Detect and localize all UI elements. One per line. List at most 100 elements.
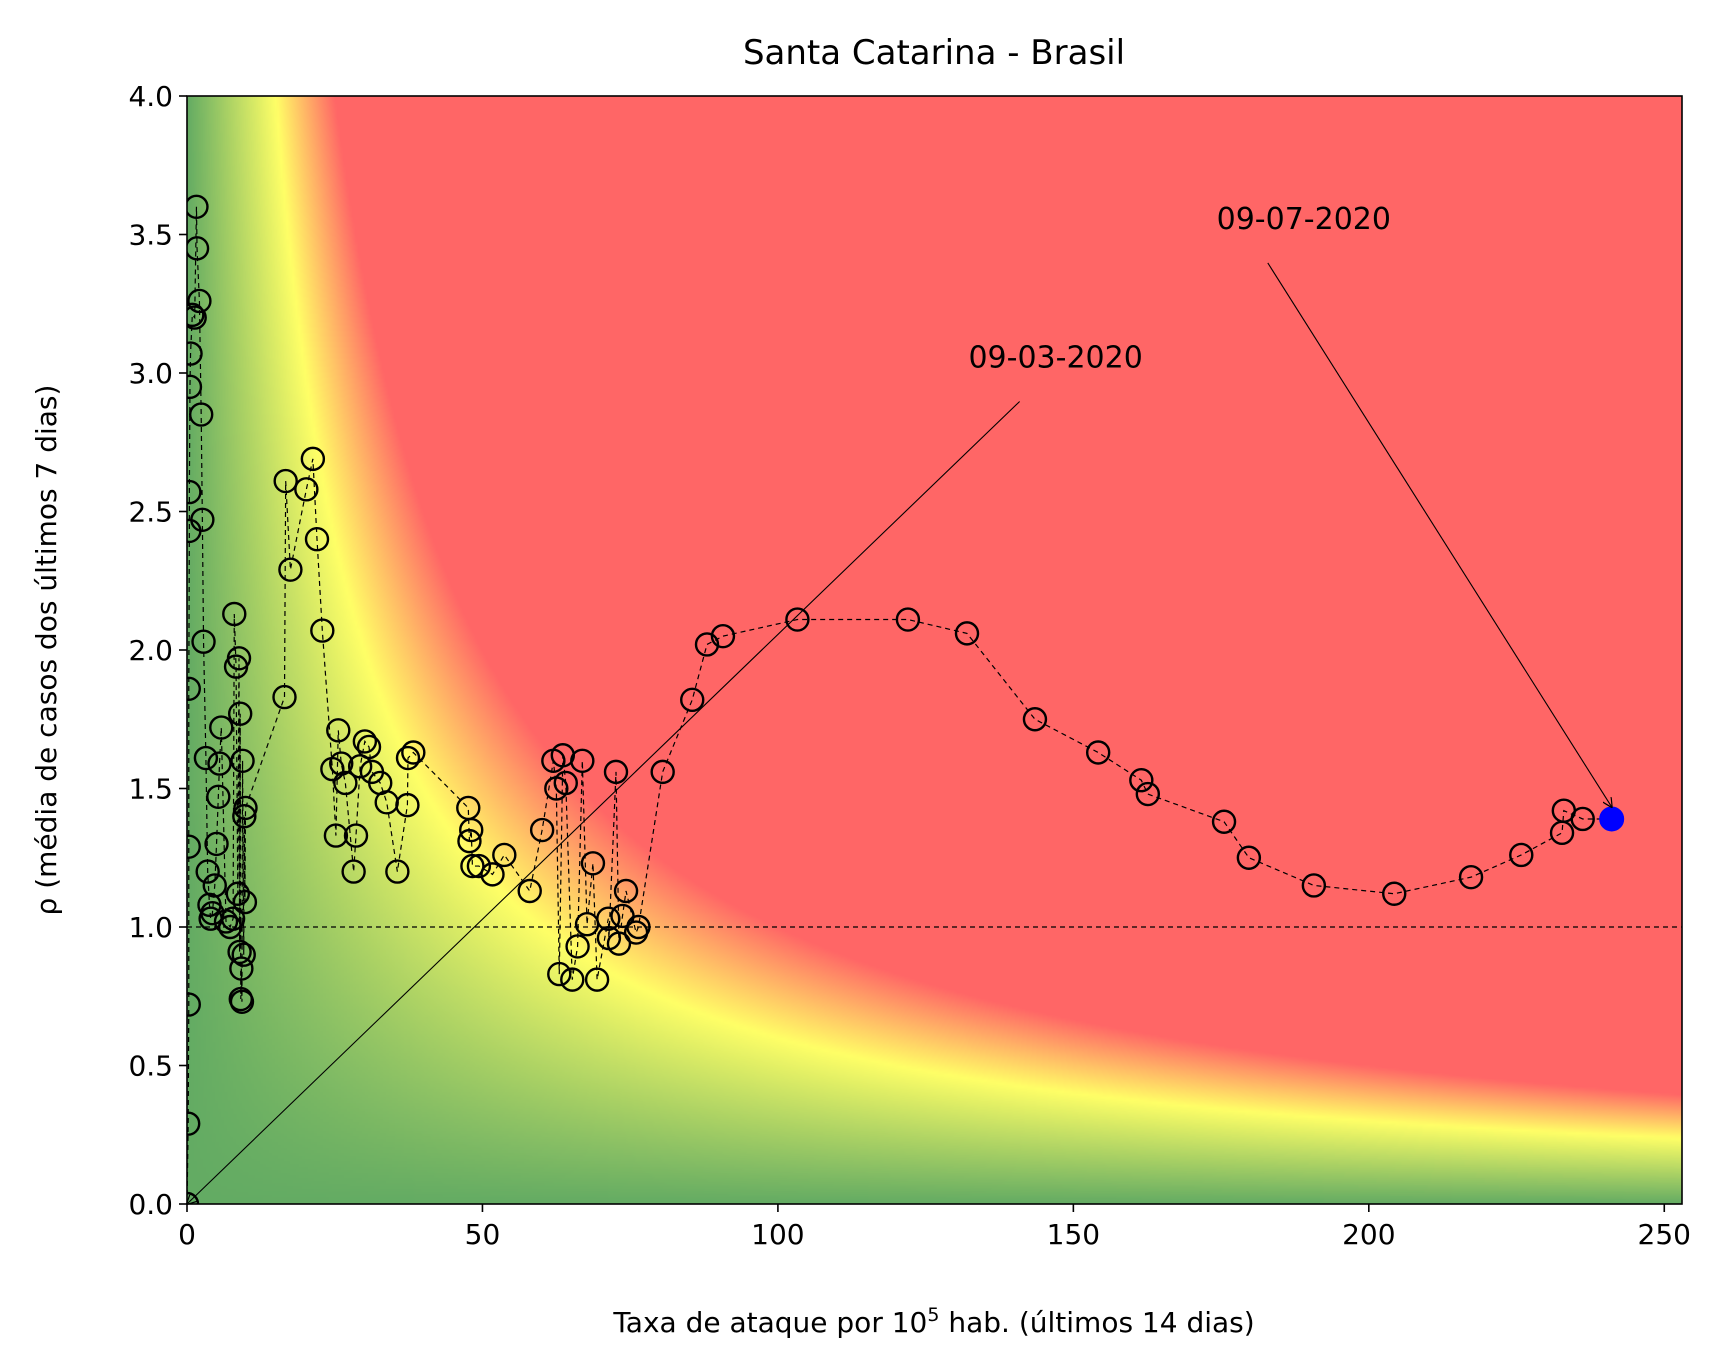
- annotation-arrow-2: [1267, 262, 1612, 807]
- data-point: [187, 341, 203, 366]
- data-point: [517, 878, 542, 904]
- data-point: [694, 632, 720, 657]
- y-tick-label: 2.0: [128, 634, 173, 667]
- y-tick-label: 2.5: [128, 496, 173, 529]
- data-point: [785, 607, 810, 632]
- data-point: [395, 745, 421, 771]
- data-point: [329, 751, 354, 776]
- x-axis-label: Taxa de ataque por 105 hab. (últimos 14 …: [612, 1304, 1254, 1339]
- data-point: [187, 236, 210, 261]
- data-point: [187, 992, 201, 1017]
- chart-title: Santa Catarina - Brasil: [743, 33, 1125, 73]
- data-point: [650, 759, 675, 785]
- data-point: [207, 751, 232, 776]
- data-point: [188, 402, 214, 427]
- x-tick-label: 50: [465, 1218, 501, 1251]
- data-point: [1236, 845, 1262, 870]
- data-point: [565, 934, 590, 959]
- last-data-point: [1599, 806, 1625, 832]
- data-point: [385, 859, 410, 884]
- data-point: [1570, 806, 1595, 832]
- data-point: [227, 939, 252, 965]
- data-point: [584, 967, 610, 992]
- data-point: [547, 961, 572, 987]
- x-tick-label: 0: [178, 1218, 196, 1251]
- data-point: [310, 618, 335, 643]
- data-point: [323, 823, 349, 848]
- data-point: [895, 607, 921, 632]
- data-point: [613, 878, 639, 904]
- x-tick-label: 150: [1047, 1218, 1100, 1251]
- plot-area: 09-03-2020 09-07-2020: [176, 95, 1683, 1215]
- data-point: [459, 817, 484, 843]
- data-point: [187, 305, 207, 330]
- data-point: [233, 795, 258, 821]
- data-point: [356, 734, 382, 760]
- data-point: [195, 859, 220, 884]
- series-points: [187, 194, 1625, 1204]
- annotations: 09-03-2020 09-07-2020: [187, 202, 1612, 1204]
- data-point: [227, 701, 253, 726]
- data-point: [187, 834, 201, 859]
- data-point: [272, 684, 297, 710]
- data-point: [294, 477, 319, 502]
- data-point: [187, 194, 209, 219]
- data-point: [187, 302, 205, 328]
- data-point: [1022, 707, 1048, 732]
- data-point: [202, 873, 227, 898]
- data-point: [1458, 864, 1484, 890]
- data-point: [580, 851, 606, 876]
- data-point: [954, 621, 980, 646]
- data-point: [273, 468, 298, 494]
- data-point: [225, 881, 251, 906]
- data-point: [229, 989, 255, 1014]
- data-point: [570, 748, 595, 773]
- data-point: [606, 931, 632, 956]
- x-axis-label-superscript: 5: [927, 1304, 939, 1326]
- data-point: [226, 646, 252, 671]
- y-tick-label: 3.0: [128, 357, 173, 390]
- data-point: [193, 745, 219, 771]
- data-point: [553, 770, 578, 796]
- y-tick-label: 3.5: [128, 219, 173, 252]
- data-point: [460, 853, 485, 879]
- data-point: [1085, 740, 1111, 765]
- data-point: [231, 942, 256, 967]
- data-point: [229, 956, 254, 981]
- data-point: [187, 676, 201, 701]
- y-tick-label: 4.0: [128, 80, 173, 113]
- data-point: [187, 374, 203, 400]
- data-point: [596, 906, 621, 931]
- data-point: [232, 804, 257, 829]
- data-point: [492, 842, 517, 868]
- data-point: [209, 715, 234, 740]
- data-point: [326, 718, 351, 743]
- data-point: [626, 914, 651, 940]
- data-point: [341, 859, 366, 884]
- x-axis: 0 50 100 150 200 250: [178, 1204, 1691, 1251]
- data-point: [529, 817, 555, 843]
- data-point: [191, 629, 216, 654]
- x-axis-label-prefix: Taxa de ataque por 10: [612, 1306, 927, 1339]
- data-point: [190, 507, 215, 533]
- data-point: [395, 792, 420, 818]
- data-point: [1211, 809, 1237, 834]
- data-point: [560, 967, 585, 992]
- data-point: [187, 288, 212, 314]
- data-point: [300, 446, 326, 472]
- risk-background: [187, 96, 1682, 1204]
- y-axis: 0.0 0.5 1.0 1.5 2.0 2.5 3.0 3.5 4.0: [128, 80, 187, 1221]
- data-point: [222, 601, 247, 627]
- x-axis-label-suffix: hab. (últimos 14 dias): [939, 1306, 1254, 1339]
- y-tick-label: 1.5: [128, 773, 173, 806]
- data-point: [603, 759, 629, 785]
- data-point: [304, 527, 330, 552]
- data-point: [187, 1111, 201, 1136]
- data-point: [278, 557, 303, 582]
- data-point: [220, 906, 246, 931]
- data-point: [232, 889, 258, 915]
- data-point: [343, 823, 369, 848]
- data-point: [1129, 767, 1154, 793]
- data-point: [1301, 873, 1327, 898]
